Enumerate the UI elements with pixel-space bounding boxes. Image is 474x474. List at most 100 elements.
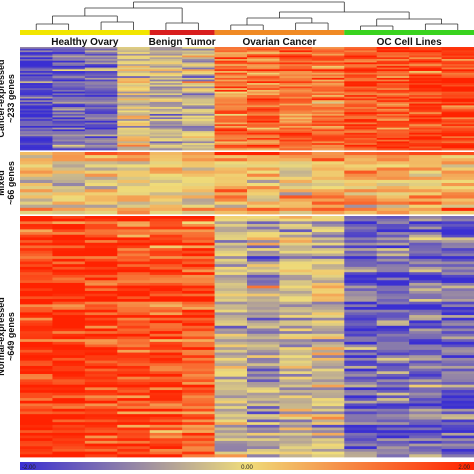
heatmap-cell bbox=[409, 368, 442, 372]
heatmap-cell bbox=[344, 76, 378, 79]
heatmap-cell bbox=[409, 88, 442, 91]
heatmap-cell bbox=[149, 237, 183, 241]
heatmap-cell bbox=[279, 144, 313, 147]
heatmap-cell bbox=[247, 282, 280, 287]
heatmap-cell bbox=[117, 124, 151, 127]
heatmap-cell bbox=[182, 84, 215, 87]
heatmap-cell bbox=[214, 226, 248, 230]
heatmap-cell bbox=[344, 103, 378, 106]
heatmap-cell bbox=[149, 339, 183, 343]
heatmap-cell bbox=[20, 83, 53, 86]
heatmap-cell bbox=[214, 416, 248, 420]
row-block-label: Normal-expressed ~649 genes bbox=[0, 297, 16, 376]
heatmap-cell bbox=[279, 390, 313, 394]
heatmap-cell bbox=[149, 245, 183, 249]
heatmap-cell bbox=[214, 387, 248, 391]
heatmap-cell bbox=[279, 216, 313, 220]
heatmap-cell bbox=[344, 141, 378, 144]
heatmap-cell bbox=[376, 363, 410, 367]
heatmap-cell bbox=[311, 83, 345, 86]
heatmap-cell bbox=[344, 176, 378, 181]
heatmap-cell bbox=[279, 134, 313, 137]
heatmap-cell bbox=[441, 357, 474, 361]
heatmap-cell bbox=[117, 192, 151, 196]
heatmap-cell bbox=[214, 125, 248, 129]
heatmap-cell bbox=[409, 408, 442, 412]
heatmap-cell bbox=[52, 183, 86, 187]
heatmap-cell bbox=[279, 323, 313, 327]
heatmap-cell bbox=[52, 155, 86, 159]
heatmap-cell bbox=[84, 110, 118, 113]
heatmap-cell bbox=[311, 122, 345, 125]
heatmap-cell bbox=[214, 98, 248, 101]
heatmap-cell bbox=[376, 81, 410, 84]
heatmap-cell bbox=[247, 186, 280, 190]
heatmap-cell bbox=[344, 136, 378, 139]
heatmap-cell bbox=[344, 134, 378, 137]
heatmap-cell bbox=[409, 105, 442, 108]
heatmap-cell bbox=[441, 250, 474, 254]
heatmap-cell bbox=[117, 376, 151, 380]
heatmap-cell bbox=[52, 91, 86, 94]
heatmap-cell bbox=[409, 304, 442, 308]
heatmap-cell bbox=[117, 368, 151, 372]
heatmap-cell bbox=[344, 132, 378, 135]
heatmap-cell bbox=[344, 432, 378, 436]
heatmap-cell bbox=[279, 218, 313, 222]
heatmap-cell bbox=[409, 91, 442, 94]
heatmap-cell bbox=[376, 55, 410, 58]
heatmap-cell bbox=[182, 122, 215, 125]
heatmap-cell bbox=[84, 261, 118, 265]
heatmap-cell bbox=[441, 98, 474, 101]
heatmap-cell bbox=[20, 137, 53, 141]
heatmap-cell bbox=[52, 288, 86, 292]
heatmap-cell bbox=[409, 79, 442, 82]
heatmap-cell bbox=[84, 253, 118, 257]
heatmap-cell bbox=[149, 379, 183, 383]
heatmap-cell bbox=[409, 282, 442, 287]
heatmap-cell bbox=[214, 288, 248, 292]
heatmap-cell bbox=[311, 143, 345, 146]
heatmap-cell bbox=[344, 218, 378, 222]
heatmap-cell bbox=[182, 325, 215, 329]
heatmap-cell bbox=[182, 173, 215, 178]
heatmap-cell bbox=[20, 139, 53, 142]
heatmap-cell bbox=[441, 183, 474, 187]
heatmap-cell bbox=[182, 77, 215, 81]
heatmap-cell bbox=[52, 240, 86, 244]
heatmap-cell bbox=[247, 210, 280, 215]
heatmap-cell bbox=[409, 435, 442, 439]
heatmap-cell bbox=[214, 264, 248, 268]
heatmap-cell bbox=[311, 96, 345, 99]
heatmap-cell bbox=[84, 427, 118, 431]
heatmap-cell bbox=[441, 86, 474, 89]
heatmap-cell bbox=[247, 403, 280, 407]
heatmap-cell bbox=[409, 234, 442, 238]
heatmap-cell bbox=[344, 296, 378, 300]
heatmap-cell bbox=[52, 47, 86, 50]
heatmap-cell bbox=[247, 60, 280, 63]
heatmap-cell bbox=[20, 240, 53, 244]
heatmap-cell bbox=[311, 448, 345, 453]
heatmap-cell bbox=[182, 96, 215, 99]
heatmap-cell bbox=[409, 261, 442, 265]
heatmap-cell bbox=[84, 320, 118, 324]
heatmap-cell bbox=[149, 290, 183, 295]
heatmap-cell bbox=[279, 103, 313, 106]
heatmap-cell bbox=[311, 173, 345, 178]
heatmap-cell bbox=[441, 352, 474, 356]
heatmap-cell bbox=[20, 339, 53, 343]
heatmap-cell bbox=[84, 108, 118, 111]
heatmap-cell bbox=[376, 189, 410, 193]
heatmap-cell bbox=[182, 192, 215, 196]
heatmap-cell bbox=[149, 170, 183, 175]
heatmap-cell bbox=[182, 158, 215, 162]
heatmap-cell bbox=[247, 137, 280, 141]
heatmap-cell bbox=[311, 400, 345, 404]
heatmap-cell bbox=[117, 440, 151, 445]
heatmap-cell bbox=[84, 435, 118, 439]
heatmap-cell bbox=[441, 325, 474, 329]
heatmap-cell bbox=[279, 195, 313, 199]
heatmap-cell bbox=[182, 124, 215, 127]
heatmap-cell bbox=[149, 186, 183, 190]
